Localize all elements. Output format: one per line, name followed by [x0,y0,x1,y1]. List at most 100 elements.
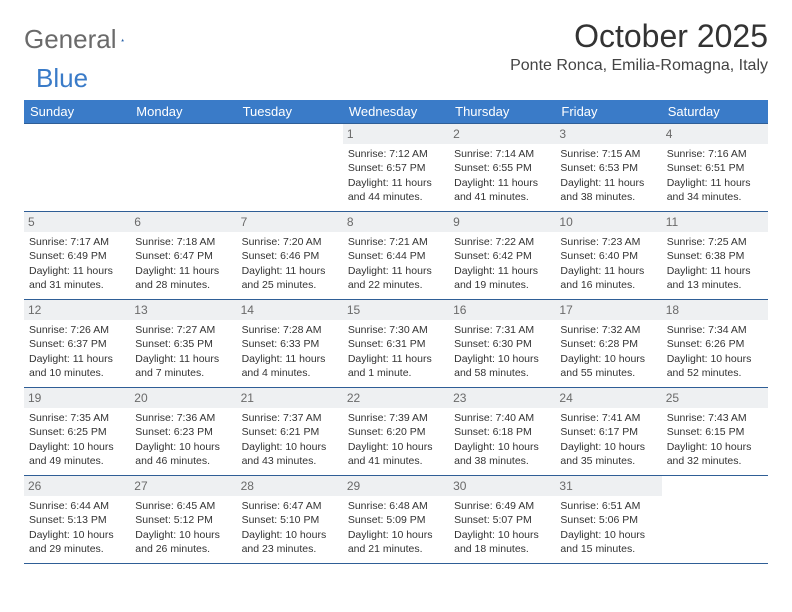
day-number: 1 [343,124,449,144]
sunset-line: Sunset: 6:42 PM [454,250,532,262]
sunrise-line: Sunrise: 7:25 AM [667,236,747,248]
sunset-line: Sunset: 6:49 PM [29,250,107,262]
daylight-line2: and 41 minutes. [348,455,423,467]
daylight-line1: Daylight: 11 hours [29,265,113,277]
sunset-line: Sunset: 6:17 PM [560,426,638,438]
daylight-line1: Daylight: 10 hours [454,529,539,541]
day-number: 8 [343,212,449,232]
brand-sail-icon [121,30,124,50]
day-number: 26 [24,476,130,496]
daylight-line2: and 25 minutes. [242,279,317,291]
calendar-day-cell: 20Sunrise: 7:36 AMSunset: 6:23 PMDayligh… [130,388,236,476]
daylight-line2: and 4 minutes. [242,367,311,379]
daylight-line2: and 18 minutes. [454,543,529,555]
day-number: 14 [237,300,343,320]
sunset-line: Sunset: 6:26 PM [667,338,745,350]
daylight-line1: Daylight: 10 hours [454,441,539,453]
sunrise-line: Sunrise: 7:12 AM [348,148,428,160]
sunrise-line: Sunrise: 7:20 AM [242,236,322,248]
calendar-day-cell: 17Sunrise: 7:32 AMSunset: 6:28 PMDayligh… [555,300,661,388]
day-number: 22 [343,388,449,408]
daylight-line2: and 34 minutes. [667,191,742,203]
day-number: 18 [662,300,768,320]
calendar-day-cell: 28Sunrise: 6:47 AMSunset: 5:10 PMDayligh… [237,476,343,564]
daylight-line2: and 58 minutes. [454,367,529,379]
sunset-line: Sunset: 6:25 PM [29,426,107,438]
calendar-day-cell: 13Sunrise: 7:27 AMSunset: 6:35 PMDayligh… [130,300,236,388]
daylight-line2: and 35 minutes. [560,455,635,467]
daylight-line2: and 29 minutes. [29,543,104,555]
daylight-line1: Daylight: 11 hours [667,265,751,277]
daylight-line2: and 38 minutes. [560,191,635,203]
daylight-line1: Daylight: 10 hours [560,441,645,453]
calendar-day-cell: 9Sunrise: 7:22 AMSunset: 6:42 PMDaylight… [449,212,555,300]
daylight-line1: Daylight: 11 hours [560,177,644,189]
day-header: Saturday [662,100,768,124]
calendar-day-cell: 22Sunrise: 7:39 AMSunset: 6:20 PMDayligh… [343,388,449,476]
day-number: 5 [24,212,130,232]
sunset-line: Sunset: 6:46 PM [242,250,320,262]
day-number: 21 [237,388,343,408]
calendar-day-cell: 10Sunrise: 7:23 AMSunset: 6:40 PMDayligh… [555,212,661,300]
calendar-week-row: 5 Sunrise: 7:17 AM Sunset: 6:49 PM Daylight… [24,212,768,300]
daylight-line2: and 15 minutes. [560,543,635,555]
day-number: 24 [555,388,661,408]
calendar-day-cell [130,124,236,212]
calendar-day-cell: 5 Sunrise: 7:17 AM Sunset: 6:49 PM Daylight… [24,212,130,300]
title-block: October 2025 Ponte Ronca, Emilia-Romagna… [510,18,768,75]
daylight-line2: and 26 minutes. [135,543,210,555]
calendar-day-cell: 31Sunrise: 6:51 AMSunset: 5:06 PMDayligh… [555,476,661,564]
sunset-line: Sunset: 5:09 PM [348,514,426,526]
calendar-day-cell: 27Sunrise: 6:45 AMSunset: 5:12 PMDayligh… [130,476,236,564]
daylight-line1: Daylight: 10 hours [348,441,433,453]
day-header: Sunday [24,100,130,124]
sunrise-line: Sunrise: 7:21 AM [348,236,428,248]
daylight-line2: and 44 minutes. [348,191,423,203]
brand-word1: General [24,24,117,55]
sunset-line: Sunset: 6:55 PM [454,162,532,174]
sunset-line: Sunset: 6:38 PM [667,250,745,262]
sunrise-line: Sunrise: 7:22 AM [454,236,534,248]
daylight-line2: and 43 minutes. [242,455,317,467]
day-header: Thursday [449,100,555,124]
calendar-day-cell: 21Sunrise: 7:37 AMSunset: 6:21 PMDayligh… [237,388,343,476]
daylight-line1: Daylight: 11 hours [135,265,219,277]
daylight-line2: and 16 minutes. [560,279,635,291]
sunrise-line: Sunrise: 7:31 AM [454,324,534,336]
daylight-line2: and 55 minutes. [560,367,635,379]
daylight-line2: and 10 minutes. [29,367,104,379]
daylight-line2: and 7 minutes. [135,367,204,379]
calendar-head: Sunday Monday Tuesday Wednesday Thursday… [24,100,768,124]
sunset-line: Sunset: 6:40 PM [560,250,638,262]
daylight-line1: Daylight: 11 hours [348,177,432,189]
sunset-line: Sunset: 6:31 PM [348,338,426,350]
daylight-line1: Daylight: 10 hours [242,441,327,453]
day-number: 15 [343,300,449,320]
calendar-day-cell: 1Sunrise: 7:12 AMSunset: 6:57 PMDaylight… [343,124,449,212]
calendar-table: Sunday Monday Tuesday Wednesday Thursday… [24,100,768,564]
sunset-line: Sunset: 6:21 PM [242,426,320,438]
calendar-week-row: 12Sunrise: 7:26 AMSunset: 6:37 PMDayligh… [24,300,768,388]
sunrise-line: Sunrise: 7:16 AM [667,148,747,160]
sunrise-line: Sunrise: 7:35 AM [29,412,109,424]
daylight-line1: Daylight: 10 hours [29,441,114,453]
sunset-line: Sunset: 6:30 PM [454,338,532,350]
daylight-line1: Daylight: 10 hours [667,353,752,365]
daylight-line2: and 21 minutes. [348,543,423,555]
sunrise-line: Sunrise: 7:17 AM [29,236,109,248]
daylight-line1: Daylight: 10 hours [29,529,114,541]
calendar-day-cell: 30Sunrise: 6:49 AMSunset: 5:07 PMDayligh… [449,476,555,564]
calendar-week-row: 1Sunrise: 7:12 AMSunset: 6:57 PMDaylight… [24,124,768,212]
calendar-day-cell [662,476,768,564]
sunrise-line: Sunrise: 7:41 AM [560,412,640,424]
calendar-day-cell: 7Sunrise: 7:20 AMSunset: 6:46 PMDaylight… [237,212,343,300]
location-subtitle: Ponte Ronca, Emilia-Romagna, Italy [510,57,768,75]
day-number: 7 [237,212,343,232]
sunrise-line: Sunrise: 6:48 AM [348,500,428,512]
day-number: 31 [555,476,661,496]
sunset-line: Sunset: 6:18 PM [454,426,532,438]
calendar-week-row: 26Sunrise: 6:44 AMSunset: 5:13 PMDayligh… [24,476,768,564]
month-title: October 2025 [510,18,768,55]
daylight-line1: Daylight: 11 hours [242,353,326,365]
sunrise-line: Sunrise: 7:23 AM [560,236,640,248]
